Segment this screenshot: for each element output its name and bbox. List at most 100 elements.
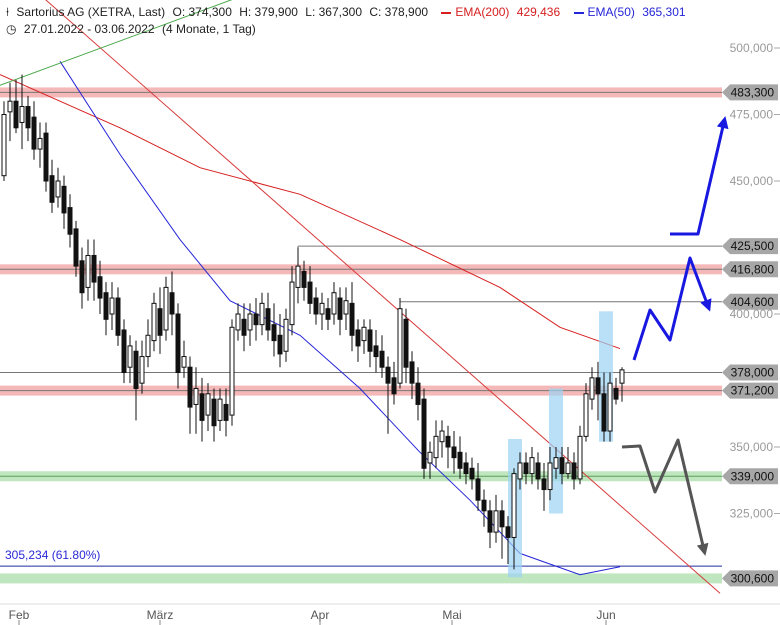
close-value: C: 378,900 [369, 5, 429, 19]
candle-body-57 [343, 300, 349, 315]
price-tag-0: 483,300 [722, 84, 778, 101]
candle-body-64 [385, 366, 391, 384]
fib-label: 305,234 (61.80%) [5, 548, 100, 562]
price-tag-bg-1 [722, 238, 778, 255]
candle-body-25 [151, 302, 157, 342]
candle-body-32 [193, 387, 199, 405]
candle-body-20 [121, 329, 127, 374]
candle-body-17 [103, 292, 109, 320]
candle-body-38 [229, 326, 235, 416]
ema200-legend-line [441, 11, 452, 14]
ema200-line [0, 74, 621, 350]
price-tags: 483,300 425,500 416,800 404,600 378,000 371,2… [722, 84, 778, 587]
candle-body-96 [577, 435, 583, 480]
projection-arrows [621, 116, 729, 556]
candle-body-72 [433, 435, 439, 459]
candle-body-95 [571, 462, 577, 480]
candle-body-6 [37, 137, 43, 150]
candle-body-103 [619, 369, 625, 384]
candle-body-40 [241, 318, 247, 336]
candle-body-30 [181, 356, 187, 368]
candle-body-82 [493, 510, 499, 533]
price-tag-4: 378,000 [722, 364, 778, 381]
x-tick-label-2: Apr [311, 608, 330, 622]
candle-body-68 [409, 361, 415, 384]
candle-body-89 [535, 462, 541, 480]
clock-icon: ◷ [6, 22, 17, 36]
candle-body-27 [163, 286, 169, 331]
price-tag-label-5: 371,200 [731, 384, 775, 398]
candle-body-69 [415, 382, 421, 405]
candle-body-55 [331, 292, 337, 315]
candle-body-11 [67, 207, 73, 235]
candle-body-48 [289, 281, 295, 326]
candle-body-66 [397, 308, 403, 384]
candle-body-100 [601, 393, 607, 432]
candle-body-65 [391, 377, 397, 395]
candle-body-67 [403, 318, 409, 368]
candle-body-31 [187, 366, 193, 408]
candle-body-42 [253, 313, 259, 326]
candle-body-1 [7, 100, 13, 113]
candle-body-36 [217, 398, 223, 421]
price-tag-5: 371,200 [722, 382, 778, 399]
price-tag-label-2: 416,800 [731, 262, 775, 276]
candle-body-10 [61, 185, 67, 214]
y-tick-label-3: 400,000 [730, 307, 774, 321]
candle-body-94 [565, 462, 571, 475]
chart-title: Sartorius AG (XETRA, Last) [16, 5, 166, 19]
candle-body-23 [139, 356, 145, 384]
candle-body-2 [13, 100, 19, 129]
y-tick-label-0: 500,000 [730, 41, 774, 55]
horizontal-lines [0, 91, 722, 567]
candle-body-77 [463, 462, 469, 475]
candle-body-84 [505, 526, 511, 538]
candle-body-29 [175, 313, 181, 374]
candle-body-87 [523, 462, 529, 475]
candle-body-21 [127, 345, 133, 368]
candle-body-19 [115, 297, 121, 336]
candle-body-76 [457, 451, 463, 469]
candle-body-28 [169, 292, 175, 315]
candle-body-39 [235, 313, 241, 331]
date-range: 27.01.2022 - 03.06.2022 [23, 22, 155, 36]
bullish-path-2 [670, 116, 729, 236]
price-tag-label-7: 300,600 [731, 571, 775, 585]
header-line-1: ⍿ Sartorius AG (XETRA, Last) O: 374,300 … [6, 5, 690, 20]
candle-body-73 [439, 430, 445, 443]
period: (4 Monate, 1 Tag) [161, 22, 256, 36]
header-line-2: ◷ 27.01.2022 - 03.06.2022 (4 Monate, 1 T… [6, 22, 260, 36]
price-tag-label-6: 339,000 [731, 469, 775, 483]
price-tag-3: 404,600 [722, 293, 778, 310]
x-tick-label-1: März [147, 608, 174, 622]
candle-body-93 [559, 457, 565, 475]
x-tick-label-0: Feb [9, 608, 30, 622]
price-tag-bg-2 [722, 261, 778, 278]
price-tag-label-4: 378,000 [731, 366, 775, 380]
ema50-value: 365,301 [642, 5, 686, 19]
green-trend-line [0, 0, 233, 86]
candle-body-16 [97, 276, 103, 299]
candle-body-90 [541, 478, 547, 491]
candle-body-71 [427, 451, 433, 464]
candle-body-13 [79, 260, 85, 294]
candle-body-58 [349, 302, 355, 336]
candle-body-51 [307, 281, 313, 304]
candle-body-54 [325, 308, 331, 320]
candle-body-5 [31, 116, 37, 150]
ema50-label: EMA(50) [587, 5, 635, 19]
price-tag-bg-5 [722, 382, 778, 399]
candle-body-4 [25, 106, 31, 129]
candle-body-78 [469, 467, 475, 480]
candle-body-74 [445, 435, 451, 448]
candle-body-63 [379, 350, 385, 368]
candle-body-7 [43, 132, 49, 182]
open-value: O: 374,300 [172, 5, 232, 19]
bullish-path-1 [632, 256, 712, 361]
candle-body-15 [91, 254, 97, 283]
candle-body-99 [595, 377, 601, 395]
candle-body-49 [295, 265, 301, 288]
price-tag-bg-4 [722, 364, 778, 381]
candle-body-50 [301, 270, 307, 288]
candle-body-0 [1, 114, 7, 177]
